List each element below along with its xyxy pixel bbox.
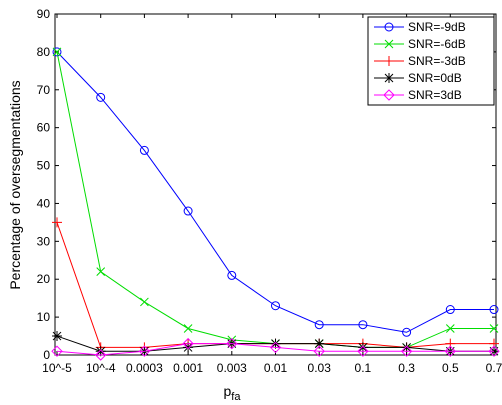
legend-marker (384, 56, 394, 66)
point (182, 337, 194, 350)
point (140, 297, 149, 307)
x-axis-label: pfa (224, 383, 242, 403)
legend-label: SNR=-9dB (408, 20, 466, 34)
legend-marker (383, 89, 395, 101)
x-tick-label: 0.5 (442, 361, 459, 375)
legend: SNR=-9dB SNR=-6dB SNR=-3dB SNR=0dB SNR=3dB (367, 16, 495, 106)
point (314, 320, 324, 330)
x-tick-label: 10^-4 (86, 361, 116, 375)
point (95, 346, 106, 357)
point (358, 320, 368, 330)
point (139, 145, 149, 155)
x-tick-label: 0.0003 (126, 361, 163, 375)
point (270, 338, 281, 349)
point (444, 345, 457, 357)
x-tick-label: 0.03 (308, 361, 332, 375)
x-tick-label: 0.01 (264, 361, 288, 375)
point (401, 342, 412, 353)
point (94, 349, 107, 361)
point (489, 305, 499, 315)
legend-marker (384, 22, 394, 32)
point (96, 92, 106, 102)
point (183, 342, 194, 353)
point (445, 305, 455, 315)
y-tick-label: 70 (37, 83, 51, 97)
x-tick-label: 0.1 (355, 361, 372, 375)
legend-marker (384, 73, 394, 83)
point (52, 217, 62, 228)
y-tick-label: 20 (37, 272, 51, 286)
y-tick-label: 10 (37, 310, 51, 324)
y-axis-label: Percentage of oversegmentations (7, 80, 23, 289)
x-tick-label: 0.003 (217, 361, 247, 375)
legend-label: SNR=3dB (408, 88, 462, 102)
point (96, 267, 106, 276)
x-tick-label: 0.3 (398, 361, 415, 375)
x-tick-label: 10^-5 (42, 361, 72, 375)
y-tick-label: 50 (37, 159, 51, 173)
y-tick-label: 30 (37, 234, 51, 248)
legend-label: SNR=0dB (408, 71, 462, 85)
y-tick-label: 0 (43, 348, 50, 362)
point (226, 337, 238, 350)
legend-label: SNR=-3dB (408, 54, 466, 68)
point (227, 270, 237, 280)
point (400, 345, 413, 357)
point (138, 345, 151, 357)
point (183, 324, 193, 333)
x-tick-label: 0.7 (486, 361, 502, 375)
point (271, 301, 280, 311)
legend-label: SNR=-6dB (408, 37, 466, 51)
y-tick-label: 80 (37, 45, 51, 59)
y-tick-label: 40 (37, 196, 51, 210)
point (314, 338, 325, 349)
x-label-sub: fa (231, 391, 241, 403)
y-tick-label: 90 (37, 7, 51, 21)
point (357, 342, 368, 353)
series-line (56, 51, 494, 333)
point (357, 345, 369, 357)
x-label-main: p (224, 383, 232, 399)
point (445, 324, 455, 333)
point (313, 345, 325, 357)
legend-marker (384, 39, 394, 49)
point (51, 345, 63, 357)
x-tick-label: 0.001 (173, 361, 203, 375)
point (52, 47, 62, 57)
point (52, 47, 62, 57)
point (402, 327, 412, 337)
point (488, 345, 500, 357)
point (489, 324, 499, 333)
point (183, 206, 193, 216)
y-tick-label: 60 (37, 121, 51, 135)
point (269, 341, 282, 354)
series-line (56, 343, 494, 356)
point (52, 331, 62, 342)
